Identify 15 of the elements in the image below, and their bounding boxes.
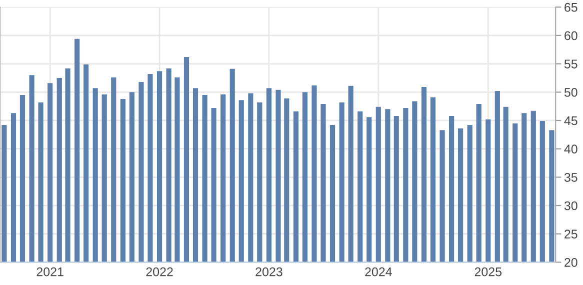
y-tick-label: 50 [564, 88, 578, 97]
x-tick-label: 2023 [256, 267, 282, 276]
x-tick-label: 2021 [36, 267, 64, 276]
x-tick-label: 2022 [146, 267, 173, 276]
y-tick-label: 25 [564, 230, 578, 239]
y-tick-label: 30 [564, 201, 578, 210]
x-tick-label: 2024 [365, 267, 392, 276]
y-tick-label: 35 [564, 172, 578, 182]
y-tick-label: 60 [564, 31, 578, 40]
y-tick-label: 45 [564, 116, 578, 126]
y-tick-label: 20 [564, 258, 578, 267]
y-tick-label: 65 [564, 2, 578, 12]
y-tick-label: 40 [564, 144, 578, 154]
y-tick-label: 55 [564, 60, 578, 68]
x-tick-label: 2025 [474, 267, 502, 276]
